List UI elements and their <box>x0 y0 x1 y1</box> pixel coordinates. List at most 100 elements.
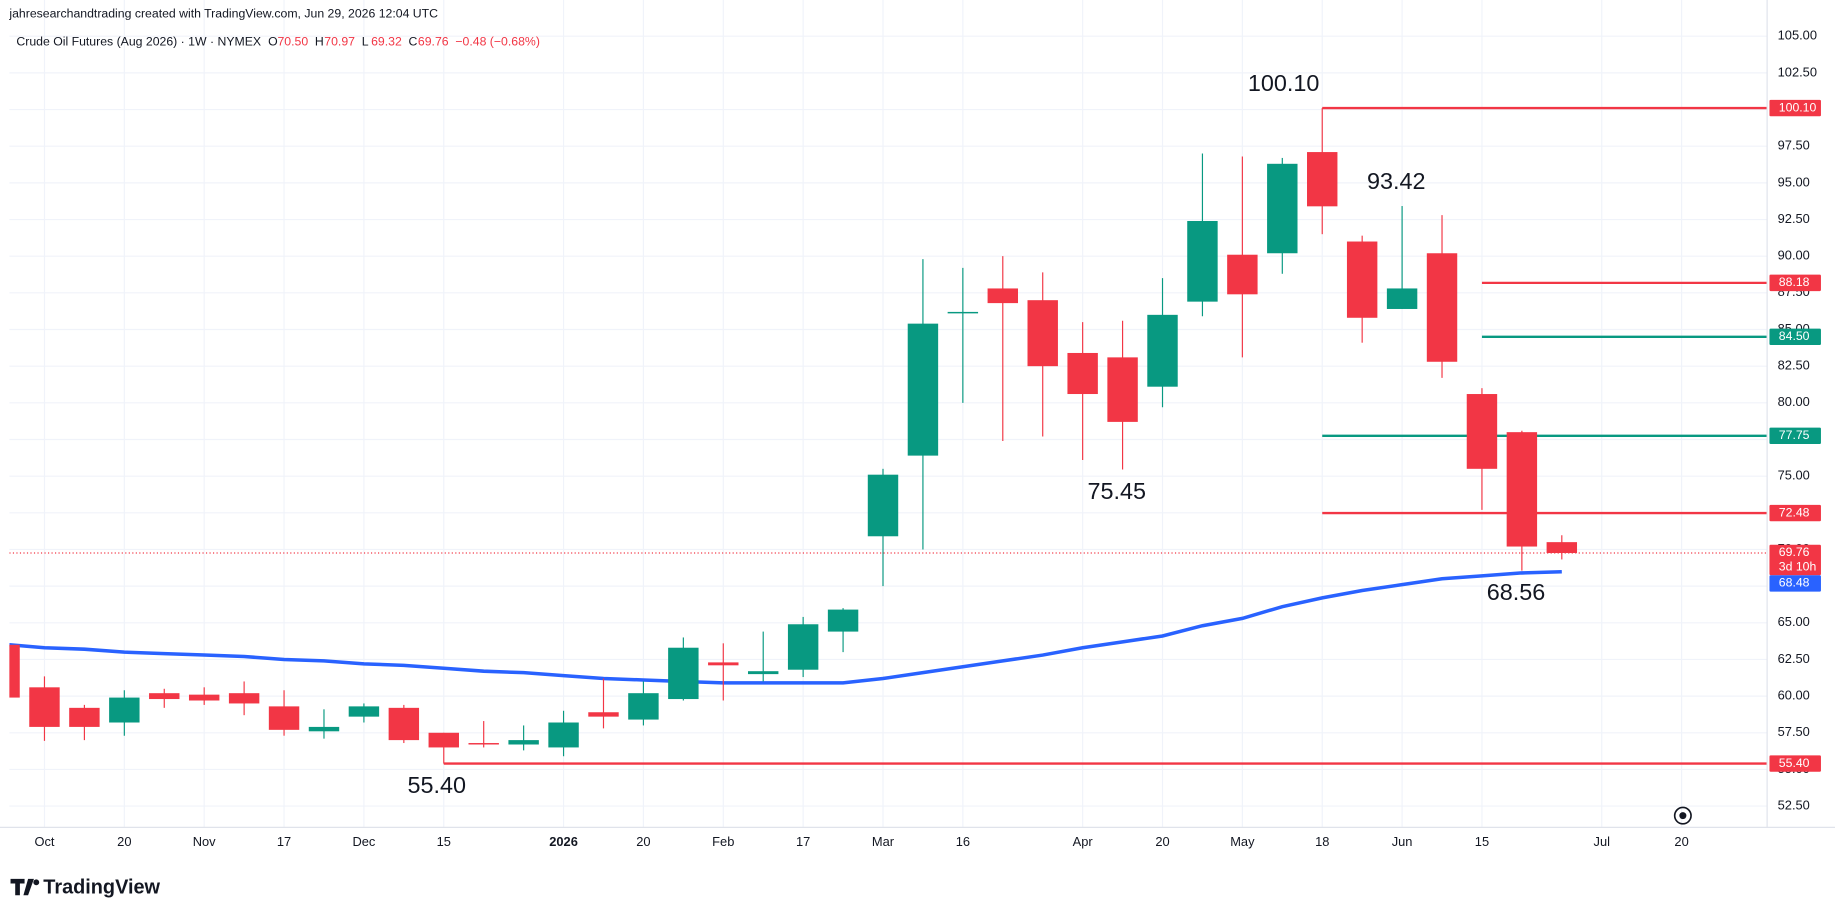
x-tick-label: Oct <box>34 834 54 849</box>
candle-body <box>149 693 180 700</box>
x-tick-label: Apr <box>1073 834 1094 849</box>
x-tick-label: 20 <box>117 834 131 849</box>
price-annotation: 68.56 <box>1487 579 1546 605</box>
legend-value: 70.97 <box>324 34 355 48</box>
plot-layer <box>9 106 1768 765</box>
y-tick-label: 52.50 <box>1778 798 1810 813</box>
price-tag <box>1769 328 1821 346</box>
candle-body <box>1107 357 1138 422</box>
price-annotation: 75.45 <box>1087 478 1146 504</box>
settings-center[interactable] <box>1679 812 1687 820</box>
grid-layer <box>9 0 1768 828</box>
y-tick-label: 90.00 <box>1778 248 1810 263</box>
x-tick-label: 20 <box>636 834 650 849</box>
candle-body <box>228 693 260 704</box>
candle-body <box>388 707 420 741</box>
y-tick-label: 60.00 <box>1778 688 1810 703</box>
x-tick-label: 2026 <box>549 834 578 849</box>
y-tick-label: 82.50 <box>1778 358 1810 373</box>
price-tag-label: 68.48 <box>1779 576 1810 590</box>
candle-body <box>1227 254 1258 295</box>
candle-body <box>1546 542 1578 553</box>
candle-body <box>308 726 340 732</box>
candle-body <box>907 323 939 456</box>
legend-change: −0.48 (−0.68%) <box>455 34 540 48</box>
y-tick-label: 62.50 <box>1778 651 1810 666</box>
candle-body <box>508 740 539 745</box>
candle-body <box>428 732 459 748</box>
price-tag <box>1769 99 1821 117</box>
price-tag <box>1769 755 1821 772</box>
y-tick-label: 92.50 <box>1778 211 1810 226</box>
x-tick-label: Nov <box>193 834 216 849</box>
candle-body <box>188 694 220 701</box>
price-tag-label: 84.50 <box>1779 329 1810 343</box>
settings-icon[interactable] <box>1673 806 1692 825</box>
price-tag-label: 72.48 <box>1779 505 1810 519</box>
legend-value: 69.32 <box>371 34 402 48</box>
x-tick-label: May <box>1230 834 1255 849</box>
candle-body <box>109 697 140 723</box>
author-line: jahresearchandtrading created with Tradi… <box>8 6 438 20</box>
candle-body <box>747 671 779 675</box>
candle-body <box>1027 300 1058 367</box>
legend-key: L <box>362 34 369 48</box>
x-tick-label: Mar <box>872 834 895 849</box>
candle-body <box>708 662 739 666</box>
candle-body <box>947 311 979 314</box>
candle-body <box>468 743 499 745</box>
price-annotation: 93.42 <box>1367 168 1426 194</box>
candle-body <box>787 624 819 670</box>
candle-body <box>1466 394 1498 469</box>
price-tag-label: 69.76 <box>1779 545 1810 559</box>
candle-body <box>668 647 699 700</box>
candle-body <box>1067 352 1098 395</box>
axis-layer: 52.5055.0057.5060.0062.5065.0067.5070.00… <box>0 0 1835 849</box>
candle-body <box>1307 152 1338 207</box>
logo-dot <box>33 879 40 886</box>
x-tick-label: 15 <box>1475 834 1489 849</box>
legend-value: 69.76 <box>418 34 449 48</box>
price-tag <box>1769 504 1821 522</box>
candle-body <box>1426 253 1458 362</box>
price-tag-label: 55.40 <box>1779 756 1810 770</box>
price-annotation: 55.40 <box>407 772 466 798</box>
y-tick-label: 65.00 <box>1778 614 1810 629</box>
legend-value: 70.50 <box>277 34 308 48</box>
x-tick-label: Feb <box>712 834 734 849</box>
candle-body <box>29 687 60 727</box>
candle-body <box>268 706 300 730</box>
x-tick-label: 20 <box>1674 834 1688 849</box>
x-tick-label: 15 <box>437 834 451 849</box>
logo-icon <box>10 878 34 896</box>
candle-body <box>867 474 899 537</box>
y-tick-label: 105.00 <box>1778 28 1817 43</box>
countdown: 3d 10h <box>1779 559 1817 573</box>
x-tick-label: 17 <box>277 834 291 849</box>
price-tag-label: 100.10 <box>1779 100 1817 114</box>
settings-circle[interactable] <box>1673 806 1692 825</box>
legend-key: H <box>315 34 324 48</box>
price-tag <box>1769 427 1821 445</box>
price-annotation: 100.10 <box>1248 70 1320 96</box>
price-tag <box>1769 544 1821 576</box>
x-tick-label: Dec <box>352 834 375 849</box>
price-tag <box>1769 274 1821 292</box>
y-tick-label: 80.00 <box>1778 394 1810 409</box>
logo: TradingView <box>10 876 161 898</box>
logo-text: TradingView <box>43 876 160 898</box>
x-tick-label: 18 <box>1315 834 1329 849</box>
candle-body <box>348 706 380 717</box>
candle-body <box>827 609 859 632</box>
candle-body <box>1187 220 1218 302</box>
x-tick-label: Jun <box>1392 834 1413 849</box>
x-tick-label: 16 <box>956 834 970 849</box>
price-tag-label: 88.18 <box>1779 275 1810 289</box>
candle-body <box>9 644 20 698</box>
price-tag <box>1769 575 1821 592</box>
y-tick-label: 75.00 <box>1778 468 1810 483</box>
candle-body <box>1267 163 1298 254</box>
x-tick-label: 17 <box>796 834 810 849</box>
moving-average-line <box>9 570 1562 685</box>
